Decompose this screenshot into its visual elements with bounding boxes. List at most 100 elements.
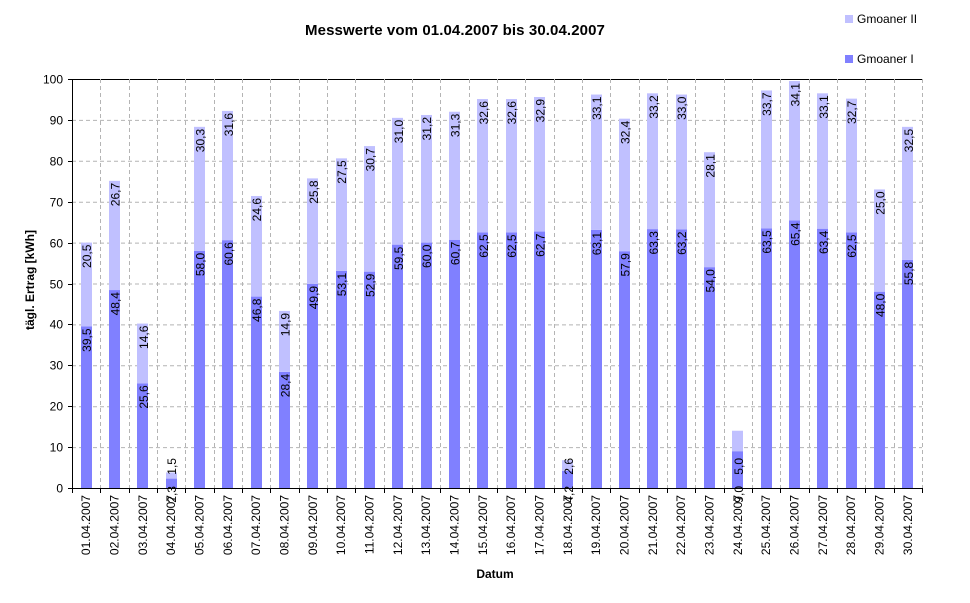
value-label-gmoaner-ii: 30,7 — [364, 148, 378, 172]
value-label-gmoaner-ii: 28,1 — [704, 154, 718, 178]
bar-gmoaner-ii — [307, 178, 318, 284]
value-label-gmoaner-i: 60,0 — [420, 244, 434, 268]
x-tick-label: 12.04.2007 — [391, 495, 405, 555]
x-tick-label: 17.04.2007 — [533, 495, 547, 555]
x-tick-label: 06.04.2007 — [221, 495, 235, 555]
bar-gmoaner-ii — [477, 99, 488, 233]
value-label-gmoaner-ii: 32,9 — [534, 99, 548, 123]
value-label-gmoaner-i: 54,0 — [704, 269, 718, 293]
value-label-gmoaner-i: 4,2 — [562, 486, 576, 503]
bar-gmoaner-ii — [534, 96, 545, 232]
value-label-gmoaner-i: 63,3 — [647, 231, 661, 255]
y-tick-label: 10 — [50, 441, 64, 455]
bar-gmoaner-i — [534, 231, 545, 488]
x-tick-label: 01.04.2007 — [79, 495, 93, 555]
value-label-gmoaner-ii: 1,5 — [165, 458, 179, 475]
bar-gmoaner-i — [817, 228, 828, 488]
bar-gmoaner-ii — [194, 126, 205, 251]
x-tick-label: 02.04.2007 — [108, 495, 122, 555]
value-label-gmoaner-i: 63,5 — [760, 230, 774, 254]
bar-gmoaner-ii — [732, 430, 743, 452]
value-label-gmoaner-ii: 31,3 — [449, 113, 463, 137]
value-label-gmoaner-ii: 25,0 — [874, 191, 888, 215]
value-label-gmoaner-ii: 30,3 — [194, 129, 208, 153]
value-label-gmoaner-ii: 14,9 — [279, 313, 293, 337]
value-label-gmoaner-i: 60,7 — [449, 241, 463, 265]
bar-gmoaner-i — [449, 239, 460, 488]
x-tick-label: 04.04.2007 — [164, 495, 178, 555]
bar-gmoaner-i — [194, 250, 205, 488]
value-label-gmoaner-ii: 31,0 — [392, 120, 406, 144]
y-tick-label: 50 — [50, 278, 64, 292]
value-label-gmoaner-ii: 26,7 — [109, 183, 123, 207]
bar-gmoaner-i — [222, 240, 233, 488]
bar-gmoaner-i — [251, 296, 262, 488]
x-tick-label: 03.04.2007 — [136, 495, 150, 555]
bar-gmoaner-ii — [874, 189, 885, 292]
y-tick-label: 70 — [50, 196, 64, 210]
x-tick-label: 05.04.2007 — [193, 495, 207, 555]
value-label-gmoaner-ii: 33,1 — [817, 95, 831, 119]
value-label-gmoaner-ii: 5,0 — [732, 458, 746, 475]
value-label-gmoaner-i: 28,4 — [279, 374, 293, 398]
y-tick-label: 20 — [50, 400, 64, 414]
value-label-gmoaner-ii: 32,6 — [505, 101, 519, 125]
chart-title: Messwerte vom 01.04.2007 bis 30.04.2007 — [0, 22, 970, 39]
bar-gmoaner-i — [732, 451, 743, 488]
bar-gmoaner-ii — [902, 126, 913, 260]
y-tick-label: 30 — [50, 359, 64, 373]
legend-label-gmoaner-i: Gmoaner I — [857, 52, 914, 66]
value-label-gmoaner-i: 2,3 — [165, 486, 179, 503]
bar-gmoaner-ii — [676, 94, 687, 230]
bar-gmoaner-i — [704, 267, 715, 488]
x-tick-label: 25.04.2007 — [759, 495, 773, 555]
bar-gmoaner-ii — [109, 180, 120, 291]
bar-gmoaner-i — [761, 228, 772, 488]
value-label-gmoaner-ii: 25,8 — [307, 180, 321, 204]
x-tick-label: 27.04.2007 — [816, 495, 830, 555]
value-label-gmoaner-i: 63,1 — [590, 232, 604, 256]
value-label-gmoaner-ii: 31,6 — [222, 113, 236, 137]
x-tick-label: 15.04.2007 — [476, 495, 490, 555]
x-tick-label: 07.04.2007 — [249, 495, 263, 555]
value-label-gmoaner-ii: 2,6 — [562, 458, 576, 475]
bar-gmoaner-ii — [81, 242, 92, 327]
bar-gmoaner-i — [477, 232, 488, 488]
value-label-gmoaner-i: 55,8 — [902, 261, 916, 285]
bar-gmoaner-i — [166, 478, 177, 488]
bar-gmoaner-ii — [647, 93, 658, 230]
value-label-gmoaner-i: 57,9 — [619, 253, 633, 277]
value-label-gmoaner-i: 63,4 — [817, 230, 831, 254]
value-label-gmoaner-ii: 33,2 — [647, 95, 661, 119]
value-label-gmoaner-ii: 31,2 — [420, 117, 434, 141]
x-tick-label: 19.04.2007 — [589, 495, 603, 555]
y-tick-label: 80 — [50, 155, 64, 169]
bar-gmoaner-ii — [789, 81, 800, 221]
bar-gmoaner-i — [619, 251, 630, 488]
bar-gmoaner-i — [676, 229, 687, 488]
value-label-gmoaner-i: 59,5 — [392, 246, 406, 270]
value-label-gmoaner-i: 9,0 — [732, 486, 746, 503]
value-label-gmoaner-i: 53,1 — [335, 272, 349, 296]
value-label-gmoaner-ii: 32,7 — [845, 100, 859, 124]
y-tick-label: 0 — [56, 482, 63, 496]
value-label-gmoaner-i: 39,5 — [80, 328, 94, 352]
bar-gmoaner-i — [647, 229, 658, 488]
legend-swatch-gmoaner-i — [845, 55, 853, 63]
value-label-gmoaner-i: 65,4 — [789, 222, 803, 246]
legend-label-gmoaner-ii: Gmoaner II — [857, 12, 918, 26]
bar-gmoaner-i — [279, 371, 290, 488]
bar-gmoaner-i — [506, 232, 517, 488]
bar-gmoaner-ii — [704, 152, 715, 268]
bar-gmoaner-ii — [336, 158, 347, 271]
x-tick-label: 21.04.2007 — [646, 495, 660, 555]
bar-gmoaner-i — [364, 271, 375, 488]
bar-gmoaner-ii — [591, 94, 602, 230]
x-tick-label: 16.04.2007 — [504, 495, 518, 555]
y-tick-label: 40 — [50, 318, 64, 332]
value-label-gmoaner-ii: 32,6 — [477, 101, 491, 125]
bar-gmoaner-i — [421, 242, 432, 488]
x-tick-label: 24.04.2007 — [731, 495, 745, 555]
bar-gmoaner-i — [392, 244, 403, 488]
